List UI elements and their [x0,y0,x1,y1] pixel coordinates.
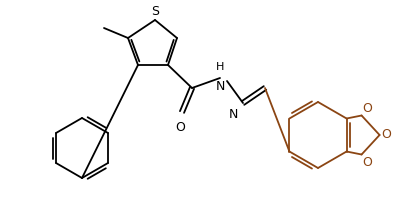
Text: O: O [381,129,391,141]
Text: O: O [363,155,373,168]
Text: N: N [215,80,225,93]
Text: O: O [363,101,373,115]
Text: O: O [175,121,185,134]
Text: N: N [228,108,238,121]
Text: S: S [151,5,159,18]
Text: H: H [216,62,224,72]
